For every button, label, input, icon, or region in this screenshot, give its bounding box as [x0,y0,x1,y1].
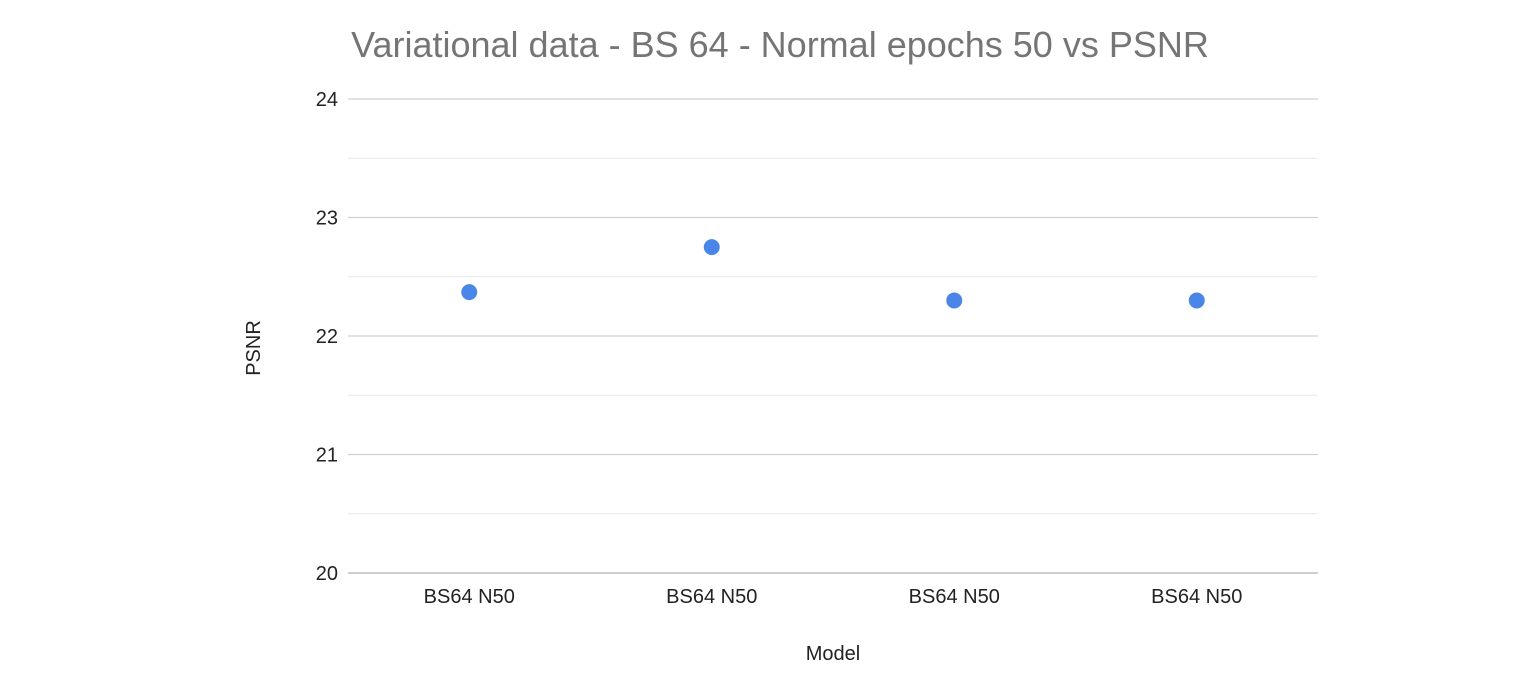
data-point[interactable] [1188,292,1205,309]
x-tick-label: BS64 N50 [666,586,757,608]
gridlines [348,98,1318,574]
y-tick-label: 20 [316,563,338,585]
x-tick-label: BS64 N50 [1151,586,1242,608]
y-axis-label: PSNR [243,320,265,376]
x-axis-label: Model [806,643,860,665]
data-point[interactable] [946,292,963,309]
y-axis-ticks: 20 21 22 23 24 [316,89,338,585]
chart-title: Variational data - BS 64 - Normal epochs… [351,24,1209,65]
y-tick-label: 21 [316,445,338,467]
x-tick-label: BS64 N50 [909,586,1000,608]
x-axis-ticks: BS64 N50 BS64 N50 BS64 N50 BS64 N50 [424,586,1243,608]
y-tick-label: 24 [316,89,338,111]
data-points [461,239,1205,309]
data-point[interactable] [703,239,720,256]
y-tick-label: 22 [316,326,338,348]
x-tick-label: BS64 N50 [424,586,515,608]
data-point[interactable] [461,284,478,301]
y-tick-label: 23 [316,208,338,230]
